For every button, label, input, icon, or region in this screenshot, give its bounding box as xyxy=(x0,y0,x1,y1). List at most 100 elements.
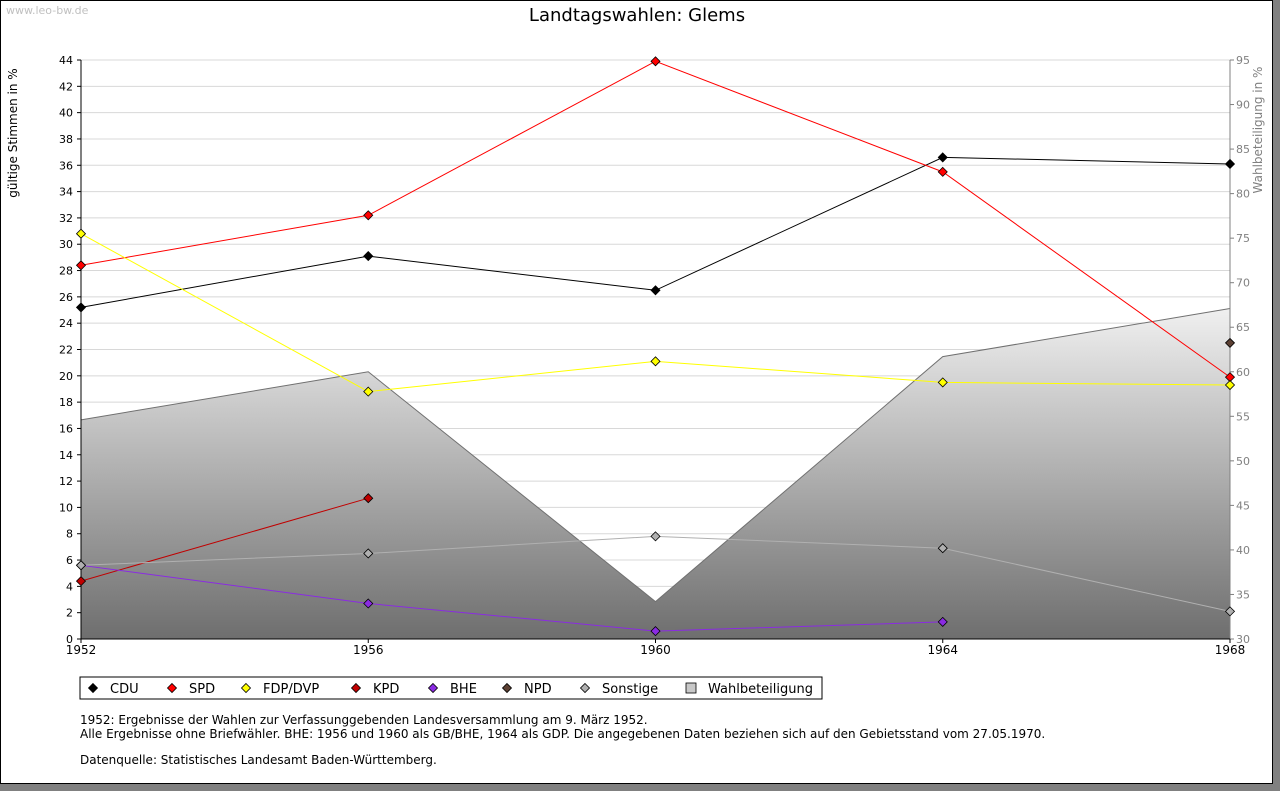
y-tick-label: 28 xyxy=(59,265,73,278)
y-axis-label: gültige Stimmen in % xyxy=(6,68,20,197)
y-tick-label: 2 xyxy=(66,607,73,620)
kpd-point xyxy=(75,576,87,587)
y-tick-label: 30 xyxy=(59,238,73,251)
y2-tick-label: 70 xyxy=(1236,277,1250,290)
y2-tick-label: 85 xyxy=(1236,143,1250,156)
watermark: www.leo-bw.de xyxy=(6,4,89,17)
bhe-point xyxy=(363,598,374,609)
legend-spd-label: SPD xyxy=(189,682,215,697)
cdu-point xyxy=(363,251,374,262)
legend-cdu-label: CDU xyxy=(110,682,139,697)
frame-shadow-right xyxy=(1273,4,1280,791)
spd-line xyxy=(80,60,1231,378)
npd-point xyxy=(1224,337,1236,348)
legend-cdu-marker xyxy=(87,682,99,694)
x-tick-label: 1960 xyxy=(640,643,671,657)
sonstige-point xyxy=(75,560,87,571)
kpd-point xyxy=(363,493,374,504)
legend-turnout-label: Wahlbeteiligung xyxy=(708,682,813,697)
y2-tick-label: 50 xyxy=(1236,455,1250,468)
y-tick-label: 36 xyxy=(59,159,73,172)
frame-shadow-bottom xyxy=(4,784,1280,791)
legend-box xyxy=(79,676,823,700)
fdp-point xyxy=(75,228,87,239)
legend-fdp-label: FDP/DVP xyxy=(263,682,319,697)
legend-npd-label: NPD xyxy=(524,682,552,697)
sonstige-point xyxy=(363,548,374,559)
y2-tick-label: 90 xyxy=(1236,99,1250,112)
sonstige-point xyxy=(937,543,948,554)
y2-axis-label: Wahlbeteiligung in % xyxy=(1251,67,1265,194)
y2-tick-label: 45 xyxy=(1236,499,1250,512)
y-tick-label: 14 xyxy=(59,449,73,462)
cdu-point xyxy=(75,302,87,313)
legend-turnout-marker xyxy=(685,682,697,694)
y-tick-label: 24 xyxy=(59,317,73,330)
y-tick-label: 32 xyxy=(59,212,73,225)
sonstige-point xyxy=(1224,606,1236,617)
x-tick-label: 1968 xyxy=(1215,643,1246,657)
legend-bhe-label: BHE xyxy=(450,682,477,697)
y-tick-label: 44 xyxy=(59,54,73,67)
bhe-line xyxy=(80,564,943,632)
note-line-2: Alle Ergebnisse ohne Briefwähler. BHE: 1… xyxy=(80,727,1046,741)
y-tick-label: 8 xyxy=(66,528,73,541)
y-tick-label: 10 xyxy=(59,501,73,514)
cdu-point xyxy=(650,285,661,296)
spd-point xyxy=(75,260,87,271)
y2-tick-label: 65 xyxy=(1236,321,1250,334)
cdu-line xyxy=(80,156,1231,308)
y2-tick-label: 80 xyxy=(1236,188,1250,201)
y-tick-label: 42 xyxy=(59,80,73,93)
spd-point xyxy=(363,210,374,221)
series-markers xyxy=(75,56,1236,637)
y2-tick-label: 60 xyxy=(1236,366,1250,379)
spd-point xyxy=(650,56,661,67)
y2-tick-label: 75 xyxy=(1236,232,1250,245)
y-tick-label: 18 xyxy=(59,396,73,409)
kpd-line xyxy=(80,497,369,582)
legend-spd-marker xyxy=(166,682,178,694)
legend-npd-marker xyxy=(501,682,513,694)
cdu-point xyxy=(1224,158,1236,170)
legend-sonstige-label: Sonstige xyxy=(602,682,658,697)
y-tick-label: 22 xyxy=(59,344,73,357)
y-tick-label: 20 xyxy=(59,370,73,383)
note-line-1: 1952: Ergebnisse der Wahlen zur Verfassu… xyxy=(80,713,648,727)
spd-point xyxy=(937,166,948,177)
legend-fdp-marker xyxy=(240,682,252,694)
bhe-point xyxy=(650,626,661,637)
y2-tick-label: 30 xyxy=(1236,633,1250,646)
y2-tick-label: 40 xyxy=(1236,544,1250,557)
y-tick-label: 6 xyxy=(66,554,73,567)
y-tick-label: 4 xyxy=(66,580,73,593)
fdp-point xyxy=(650,356,661,367)
x-tick-label: 1956 xyxy=(353,643,384,657)
legend-kpd-label: KPD xyxy=(373,682,399,697)
y-tick-label: 34 xyxy=(59,186,73,199)
y-tick-label: 0 xyxy=(66,633,73,646)
chart-title: Landtagswahlen: Glems xyxy=(529,5,745,26)
fdp-point xyxy=(363,386,374,397)
turnout-line xyxy=(80,308,1231,603)
y2-tick-label: 35 xyxy=(1236,588,1250,601)
cdu-point xyxy=(937,152,948,163)
y-tick-label: 40 xyxy=(59,107,73,120)
y-tick-label: 16 xyxy=(59,422,73,435)
bhe-point xyxy=(937,616,948,627)
y-tick-label: 26 xyxy=(59,291,73,304)
legend-sonstige-marker xyxy=(579,682,591,694)
x-tick-label: 1952 xyxy=(66,643,97,657)
sonstige-point xyxy=(650,531,661,542)
legend-bhe-marker xyxy=(427,682,439,694)
y-tick-label: 12 xyxy=(59,475,73,488)
fdp-point xyxy=(1224,379,1236,391)
y-tick-label: 38 xyxy=(59,133,73,146)
fdp-point xyxy=(937,377,948,388)
legend-kpd-marker xyxy=(350,682,362,694)
source-note: Datenquelle: Statistisches Landesamt Bad… xyxy=(80,753,437,767)
x-tick-label: 1964 xyxy=(927,643,958,657)
y2-tick-label: 95 xyxy=(1236,54,1250,67)
legend: CDU SPD FDP/DVP KPD BHE NPD Sonstige Wahlbeteil… xyxy=(79,676,823,700)
